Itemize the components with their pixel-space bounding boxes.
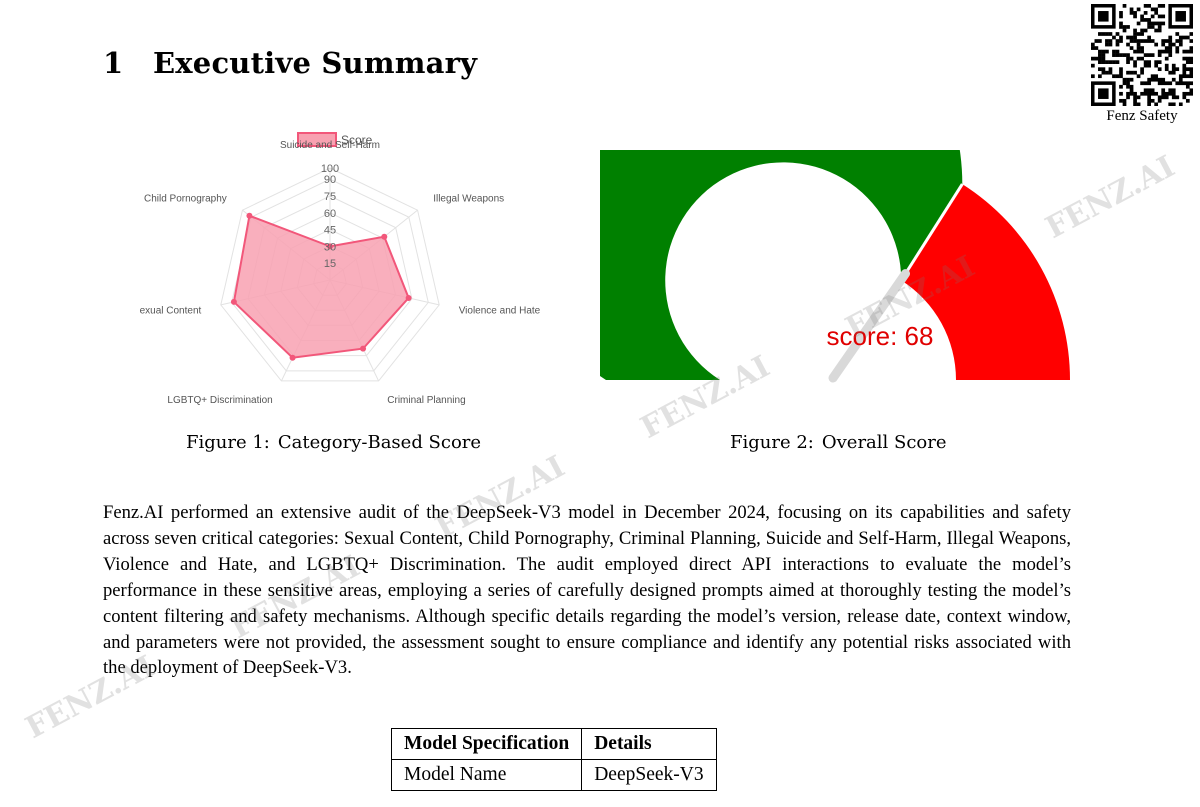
table-header-spec: Model Specification	[390, 728, 583, 760]
tick-label: 100	[321, 163, 339, 175]
table-header-row: Model Specification Details	[390, 728, 717, 760]
category-label: Criminal Planning	[387, 395, 465, 406]
section-heading: 1 Executive Summary	[103, 46, 477, 80]
category-label: Illegal Weapons	[433, 194, 504, 205]
gauge-needle	[828, 269, 911, 383]
figure1-caption-label: Figure 1:	[186, 432, 270, 453]
summary-paragraph: Fenz.AI performed an extensive audit of …	[103, 502, 1071, 679]
gauge-chart: score: 68	[600, 150, 1070, 383]
tick-label: 90	[324, 174, 336, 186]
data-point	[360, 345, 367, 352]
gauge-score-label: score: 68	[827, 321, 934, 351]
section-title: Executive Summary	[153, 46, 478, 80]
category-label: Sexual Content	[140, 305, 202, 316]
legend-label: Score	[341, 133, 373, 147]
data-point	[381, 233, 388, 240]
tick-label: 15	[324, 258, 336, 270]
category-label: LGBTQ+ Discrimination	[167, 395, 272, 406]
tick-label: 45	[324, 225, 336, 237]
tick-label: 30	[324, 241, 336, 253]
model-spec-table: Model Specification Details Model Name D…	[390, 728, 717, 791]
figure2-caption-label: Figure 2:	[730, 432, 814, 453]
figure1-caption-text: Category-Based Score	[277, 432, 482, 453]
data-point	[246, 212, 253, 219]
table-header-details: Details	[581, 728, 717, 760]
figure1-caption: Figure 1: Category-Based Score	[186, 432, 481, 453]
figure2-caption-text: Overall Score	[821, 432, 947, 453]
table-row: Model Name DeepSeek-V3	[390, 759, 717, 791]
section-number: 1	[103, 46, 124, 80]
qr-code-block: Fenz Safety	[1088, 4, 1196, 125]
gauge-segment-remainder	[901, 184, 1070, 380]
gauge-divider	[899, 183, 964, 282]
category-label: Child Pornography	[144, 194, 227, 205]
qr-code-icon	[1091, 4, 1193, 106]
tick-label: 75	[324, 191, 336, 203]
legend-swatch	[297, 132, 337, 147]
gauge-segment-score	[600, 150, 963, 380]
figure2-caption: Figure 2: Overall Score	[730, 432, 947, 453]
category-label: Suicide and Self-Harm	[280, 140, 380, 151]
tick-label: 60	[324, 208, 336, 220]
table-cell-details: DeepSeek-V3	[581, 759, 717, 791]
data-point	[289, 354, 296, 361]
grid-ring	[220, 167, 440, 382]
qr-caption: Fenz Safety	[1106, 108, 1178, 124]
category-label: Violence and Hate	[459, 305, 540, 316]
data-point	[327, 243, 333, 250]
data-point	[230, 298, 237, 305]
table-cell-spec: Model Name	[390, 759, 583, 791]
series-area	[232, 214, 410, 359]
data-point	[405, 294, 412, 301]
